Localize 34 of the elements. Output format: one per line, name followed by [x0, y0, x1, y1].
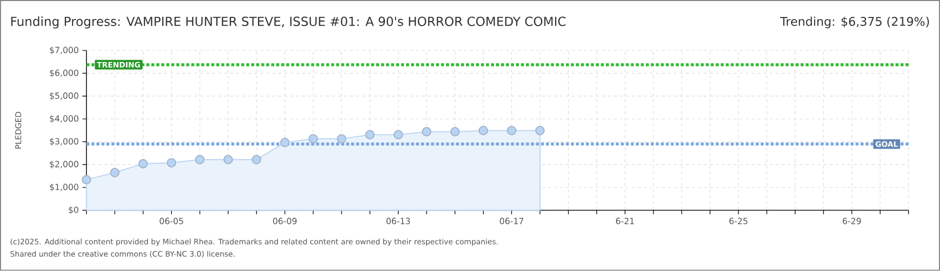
point	[166, 158, 176, 168]
text: Trending: $6,375 (219%)	[780, 16, 929, 28]
point	[252, 155, 262, 164]
x-tick-label: 6-21	[616, 218, 634, 224]
point	[506, 126, 516, 136]
y-tick-label: $7,000	[50, 46, 78, 54]
point	[365, 130, 375, 140]
point	[280, 138, 290, 148]
y-tick-label: $3,000	[50, 138, 78, 146]
point	[336, 134, 346, 144]
point	[138, 159, 148, 169]
x-tick-label: 06-13	[386, 218, 410, 224]
point	[223, 155, 233, 164]
y-tick-label: $5,000	[50, 92, 78, 100]
y-tick-label: $0	[68, 206, 78, 214]
y-tick-label: $6,000	[50, 70, 78, 78]
point	[422, 127, 432, 137]
x-tick-label: 06-17	[500, 218, 524, 224]
y-tick-label: $2,000	[50, 160, 78, 169]
point	[82, 175, 92, 185]
y-tick-label: $4,000	[50, 115, 78, 123]
point	[394, 130, 403, 140]
point	[195, 155, 205, 164]
point	[535, 126, 545, 136]
x-tick-label: 6-25	[729, 218, 748, 224]
point	[478, 126, 488, 136]
point	[450, 127, 460, 137]
chart-title: Funding Progress: VAMPIRE HUNTER STEVE, ISSUE #01: A 90's HORROR COMEDY COMIC	[11, 16, 566, 29]
point	[308, 134, 318, 144]
x-tick-label: 6-29	[842, 218, 861, 224]
y-tick-label: $1,000	[50, 184, 78, 192]
x-tick-label: 06-09	[273, 218, 297, 224]
point	[110, 168, 120, 178]
x-tick-label: 06-05	[160, 218, 184, 224]
